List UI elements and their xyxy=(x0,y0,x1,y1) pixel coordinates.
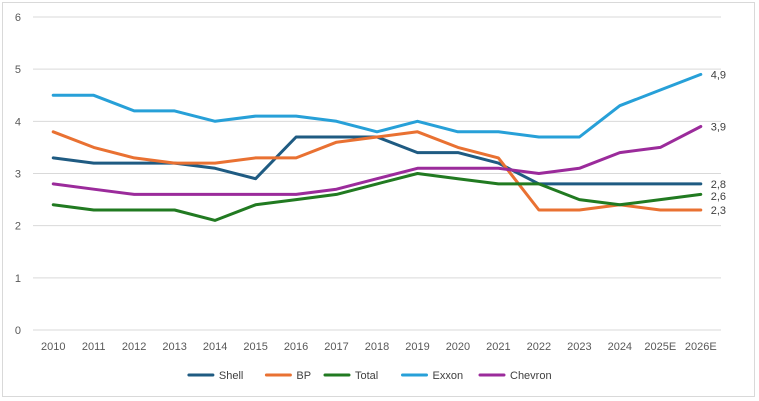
legend-label: Shell xyxy=(219,370,243,382)
x-tick-label: 2014 xyxy=(203,341,227,353)
y-tick-label: 3 xyxy=(15,169,21,181)
legend-item-total: Total xyxy=(323,370,378,382)
y-tick-label: 2 xyxy=(15,221,21,233)
legend-label: Chevron xyxy=(510,370,552,382)
y-tick-label: 1 xyxy=(15,273,21,285)
end-label-shell: 2,8 xyxy=(711,179,726,191)
x-tick-label: 2018 xyxy=(365,341,389,353)
chart-frame: 0 1 2 3 4 5 6 2010 2011 2012 2013 2014 2015 2016 2017… xyxy=(2,2,755,397)
end-label-chevron: 3,9 xyxy=(711,122,726,134)
legend-item-shell: Shell xyxy=(187,370,243,382)
x-tick-label: 2010 xyxy=(41,341,65,353)
x-tick-label: 2016 xyxy=(284,341,308,353)
end-labels: 4,9 3,9 2,82,6 2,3 xyxy=(711,69,726,217)
series-line-exxon xyxy=(51,72,703,139)
x-tick-label: 2021 xyxy=(486,341,510,353)
x-tick-label: 2017 xyxy=(324,341,348,353)
series-line-chevron xyxy=(51,125,703,196)
end-label-exxon: 4,9 xyxy=(711,69,726,81)
y-tick-label: 0 xyxy=(15,325,21,337)
x-tick-label: 2012 xyxy=(122,341,146,353)
series-lines xyxy=(51,72,703,222)
x-tick-label: 2015 xyxy=(243,341,267,353)
x-tick-label: 2023 xyxy=(567,341,591,353)
x-tick-label: 2024 xyxy=(608,341,632,353)
legend-label: Exxon xyxy=(433,370,464,382)
y-tick-label: 4 xyxy=(15,116,21,128)
x-axis-ticks: 2010 2011 2012 2013 2014 2015 2016 2017 2018 2019… xyxy=(41,341,717,353)
legend-item-bp: BP xyxy=(264,370,311,382)
end-label-bp: 2,3 xyxy=(711,205,726,217)
legend-label: Total xyxy=(355,370,378,382)
x-tick-label: 2025E xyxy=(644,341,676,353)
series-line-bp xyxy=(51,130,703,212)
x-tick-label: 2019 xyxy=(405,341,429,353)
x-tick-label: 2022 xyxy=(527,341,551,353)
x-tick-label: 2026E xyxy=(685,341,717,353)
legend-item-exxon: Exxon xyxy=(401,370,464,382)
x-tick-label: 2011 xyxy=(82,341,106,353)
gridlines xyxy=(33,16,721,331)
legend-label: BP xyxy=(296,370,311,382)
legend-item-chevron: Chevron xyxy=(478,370,552,382)
legend: Shell BP Total Exxon Chevron xyxy=(187,370,552,382)
series-line-total xyxy=(51,172,703,222)
end-label-total: 2,6 xyxy=(711,191,726,203)
x-tick-label: 2013 xyxy=(162,341,186,353)
y-axis-ticks: 0 1 2 3 4 5 6 xyxy=(15,12,21,337)
y-tick-label: 5 xyxy=(15,64,21,76)
x-tick-label: 2020 xyxy=(446,341,470,353)
y-tick-label: 6 xyxy=(15,12,21,24)
line-chart: 0 1 2 3 4 5 6 2010 2011 2012 2013 2014 2015 2016 2017… xyxy=(15,12,726,382)
